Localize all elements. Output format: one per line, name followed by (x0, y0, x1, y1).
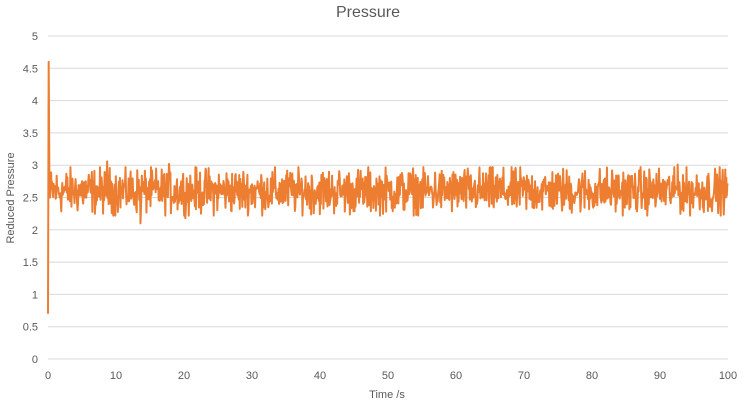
y-tick-label: 2 (32, 225, 38, 237)
y-tick-label: 1.5 (23, 257, 38, 269)
y-tick-label: 0.5 (23, 322, 38, 334)
x-tick-label: 0 (45, 370, 51, 382)
x-tick-label: 60 (450, 370, 462, 382)
x-tick-label: 50 (382, 370, 394, 382)
y-tick-label: 1 (32, 289, 38, 301)
x-tick-label: 90 (654, 370, 666, 382)
x-tick-label: 100 (719, 370, 737, 382)
y-tick-label: 5 (32, 31, 38, 43)
x-tick-label: 80 (586, 370, 598, 382)
x-axis-ticks: 0 10 20 30 40 50 60 70 80 90 100 (45, 370, 737, 382)
y-tick-label: 0 (32, 354, 38, 366)
x-tick-label: 10 (110, 370, 122, 382)
x-tick-label: 20 (178, 370, 190, 382)
x-tick-label: 70 (518, 370, 530, 382)
y-tick-label: 4 (32, 96, 38, 108)
y-tick-label: 3 (32, 160, 38, 172)
x-tick-label: 30 (246, 370, 258, 382)
y-tick-label: 4.5 (23, 63, 38, 75)
chart-title: Pressure (336, 4, 400, 21)
y-tick-label: 3.5 (23, 128, 38, 140)
y-axis-ticks: 0 0.5 1 1.5 2 2.5 3 3.5 4 4.5 5 (23, 31, 38, 366)
x-axis-label: Time /s (369, 389, 405, 401)
gridlines (48, 35, 728, 328)
y-tick-label: 2.5 (23, 193, 38, 205)
x-tick-label: 40 (314, 370, 326, 382)
series-line-pressure (47, 60, 729, 314)
y-axis-label: Reduced Pressure (5, 152, 17, 243)
